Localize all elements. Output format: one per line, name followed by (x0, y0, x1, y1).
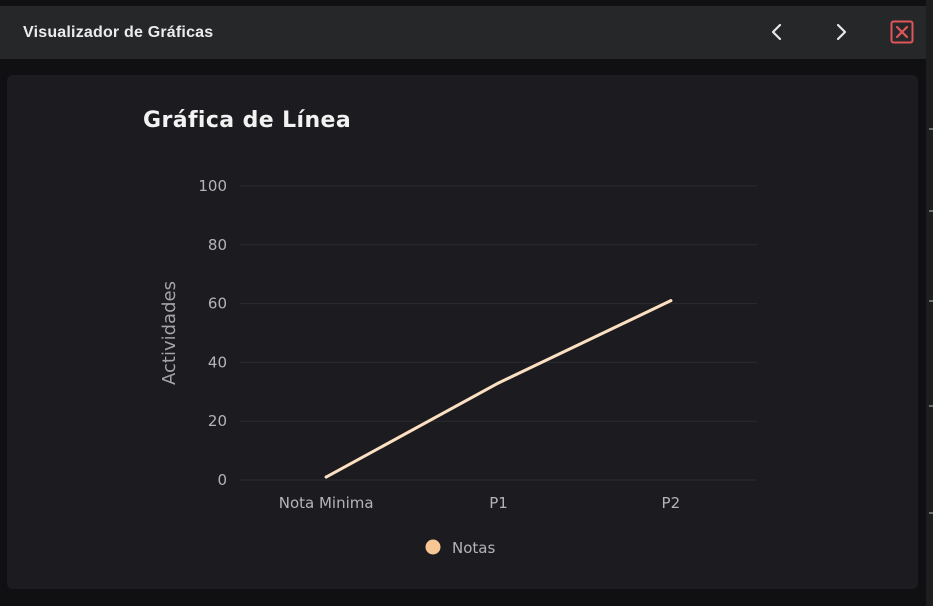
line-chart: 0 20 40 60 80 100 Nota Minima P1 P2 Actividades No… (159, 177, 757, 557)
y-tick-label: 100 (198, 177, 227, 195)
x-tick-label: P2 (662, 494, 681, 512)
chevron-right-icon (836, 23, 847, 41)
y-tick-label: 0 (217, 471, 227, 489)
y-tick-label: 40 (208, 353, 227, 371)
edge-mark (929, 300, 933, 302)
data-point (324, 475, 328, 479)
previous-button[interactable] (764, 19, 790, 45)
legend-marker (425, 539, 441, 555)
title-bar: Visualizador de Gráficas (0, 6, 926, 59)
chart-panel: Gráfica de Línea 0 20 40 60 80 100 Nota Minima… (7, 75, 918, 589)
edge-mark (929, 128, 933, 130)
close-icon (890, 20, 914, 44)
edge-mark (929, 405, 933, 407)
x-tick-label: Nota Minima (279, 494, 374, 512)
x-tick-label: P1 (489, 494, 508, 512)
chart-title: Gráfica de Línea (143, 108, 352, 133)
edge-mark (929, 210, 933, 212)
y-tick-label: 80 (208, 236, 227, 254)
window-title: Visualizador de Gráficas (23, 24, 214, 41)
chevron-left-icon (771, 23, 782, 41)
y-tick-label: 20 (208, 412, 227, 430)
legend-label: Notas (452, 539, 495, 557)
y-axis-label: Actividades (159, 281, 180, 385)
series-line-notas (324, 299, 673, 479)
close-button[interactable] (890, 20, 914, 44)
data-point (669, 299, 673, 303)
edge-mark (929, 512, 933, 514)
y-tick-label: 60 (208, 295, 227, 313)
data-point (497, 381, 500, 385)
background-window-edge (926, 0, 933, 606)
next-button[interactable] (828, 19, 854, 45)
